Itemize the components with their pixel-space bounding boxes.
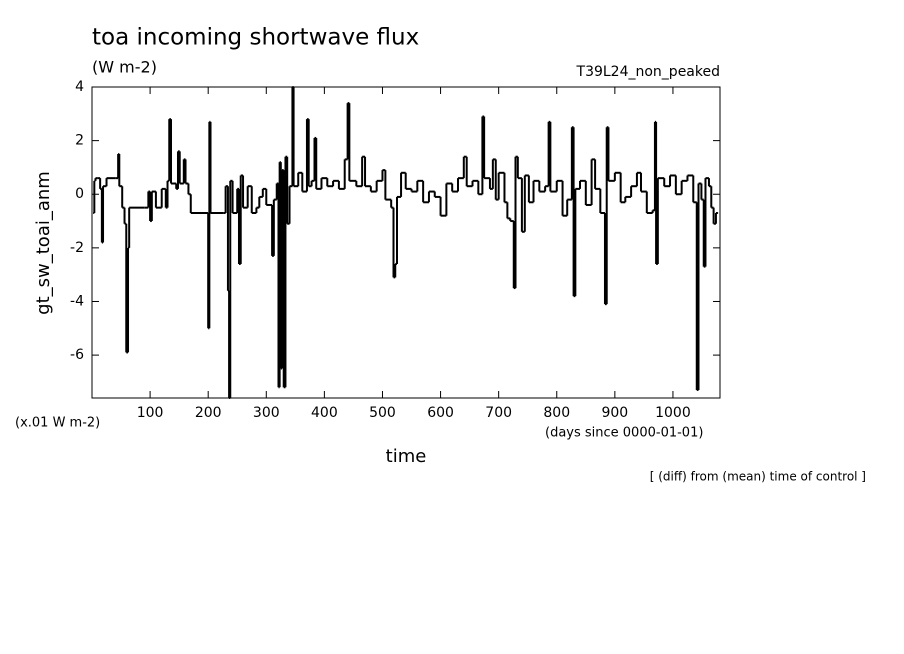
x-tick-label: 200 xyxy=(195,405,222,421)
x-tick-label: 300 xyxy=(253,405,280,421)
y-tick-label: 0 xyxy=(75,186,84,202)
footnote: [ (diff) from (mean) time of control ] xyxy=(650,470,866,484)
y-tick-label: -4 xyxy=(70,293,84,309)
experiment: T39L24_non_peaked xyxy=(576,64,720,80)
y-scale-note: (x.01 W m-2) xyxy=(15,416,100,431)
x-units: (days since 0000-01-01) xyxy=(545,426,703,441)
y-tick-label: 4 xyxy=(75,79,84,95)
y-tick-label: -2 xyxy=(70,240,84,256)
x-tick-label: 400 xyxy=(311,405,338,421)
x-tick-label: 1000 xyxy=(655,405,691,421)
x-tick-label: 800 xyxy=(543,405,570,421)
units: (W m-2) xyxy=(92,58,157,77)
y-tick-label: 2 xyxy=(75,133,84,149)
y-tick-label: -6 xyxy=(70,347,84,363)
step-connector xyxy=(93,87,717,398)
x-tick-label: 600 xyxy=(427,405,454,421)
plot-frame xyxy=(91,86,721,399)
x-tick-label: 100 xyxy=(137,405,164,421)
chart-title: toa incoming shortwave flux xyxy=(92,25,419,51)
x-tick-label: 700 xyxy=(485,405,512,421)
y-axis-label: gt_sw_toai_anm xyxy=(33,171,54,315)
x-tick-label: 500 xyxy=(369,405,396,421)
x-tick-label: 900 xyxy=(601,405,628,421)
x-axis-label: time xyxy=(386,446,427,467)
